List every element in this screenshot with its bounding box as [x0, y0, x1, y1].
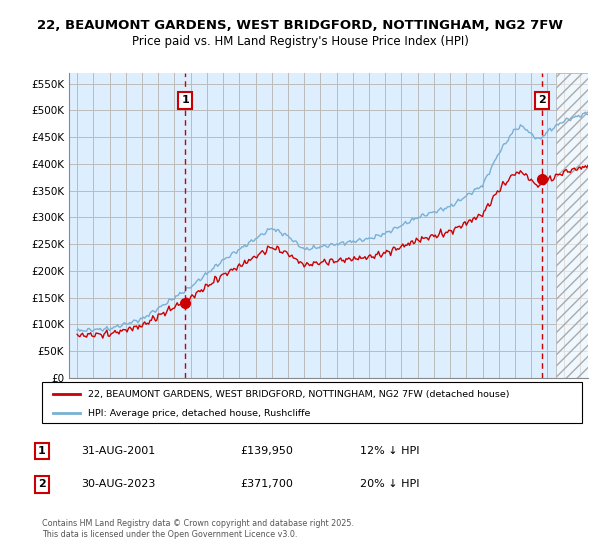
- Text: 20% ↓ HPI: 20% ↓ HPI: [360, 479, 419, 489]
- Text: 22, BEAUMONT GARDENS, WEST BRIDGFORD, NOTTINGHAM, NG2 7FW (detached house): 22, BEAUMONT GARDENS, WEST BRIDGFORD, NO…: [88, 390, 509, 399]
- FancyBboxPatch shape: [42, 382, 582, 423]
- Text: 22, BEAUMONT GARDENS, WEST BRIDGFORD, NOTTINGHAM, NG2 7FW: 22, BEAUMONT GARDENS, WEST BRIDGFORD, NO…: [37, 18, 563, 32]
- Text: HPI: Average price, detached house, Rushcliffe: HPI: Average price, detached house, Rush…: [88, 409, 310, 418]
- Text: 12% ↓ HPI: 12% ↓ HPI: [360, 446, 419, 456]
- Text: 31-AUG-2001: 31-AUG-2001: [81, 446, 155, 456]
- Text: £371,700: £371,700: [240, 479, 293, 489]
- Bar: [556, 73, 588, 378]
- Text: 1: 1: [181, 95, 189, 105]
- Bar: [556, 73, 588, 378]
- Text: Price paid vs. HM Land Registry's House Price Index (HPI): Price paid vs. HM Land Registry's House …: [131, 35, 469, 49]
- Text: £139,950: £139,950: [240, 446, 293, 456]
- Text: 2: 2: [538, 95, 546, 105]
- Text: Contains HM Land Registry data © Crown copyright and database right 2025.
This d: Contains HM Land Registry data © Crown c…: [42, 520, 354, 539]
- Text: 2: 2: [38, 479, 46, 489]
- Text: 30-AUG-2023: 30-AUG-2023: [81, 479, 155, 489]
- Text: 1: 1: [38, 446, 46, 456]
